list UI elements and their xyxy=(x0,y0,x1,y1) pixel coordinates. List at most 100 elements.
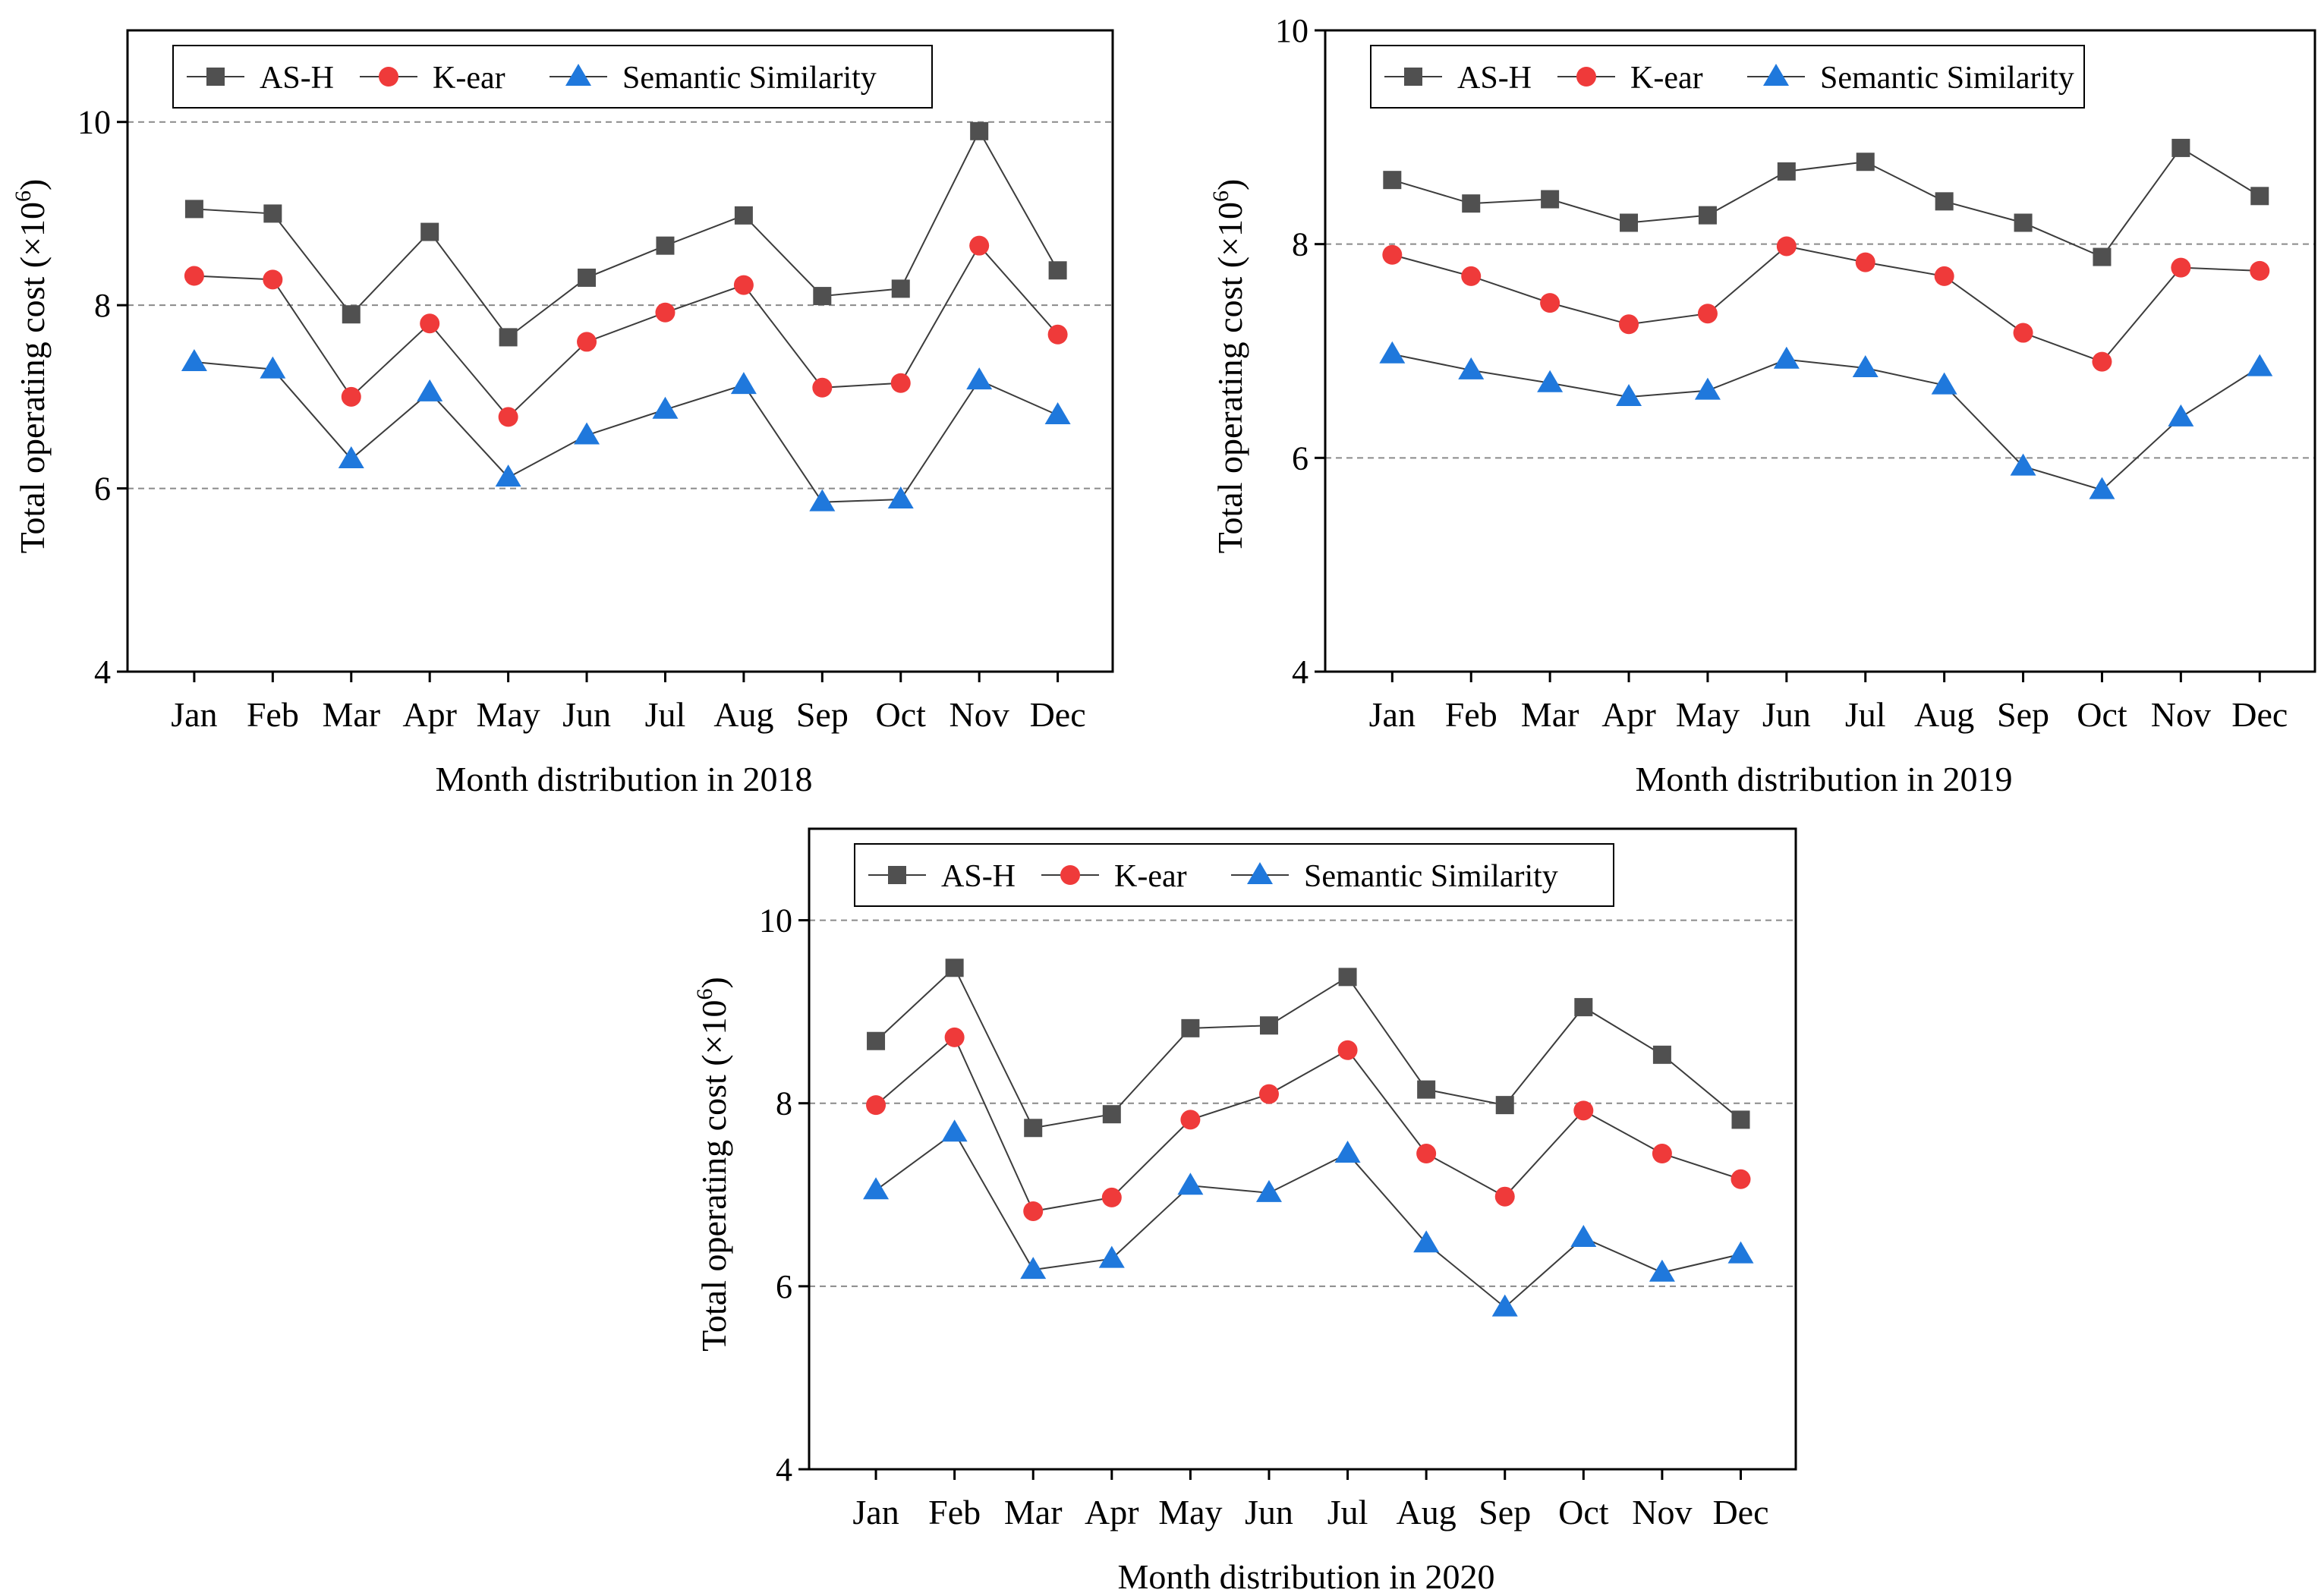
chart-panel-3: 4 6 8 10 Jan Feb Mar Apr May Jun Jul Aug Sep Oct Nov De… xyxy=(692,827,1797,1596)
data-point-semantic-similarity xyxy=(1020,1257,1047,1280)
legend-marker-as-h xyxy=(888,866,906,884)
y-axis-label-exponent: 6 xyxy=(692,988,717,999)
data-point-k-ear xyxy=(1934,266,1954,286)
y-tick-label: 4 xyxy=(94,653,111,691)
data-point-k-ear xyxy=(1416,1144,1437,1164)
x-tick-label: Dec xyxy=(1712,1493,1768,1531)
x-tick-label: Dec xyxy=(1030,695,1086,734)
series-line-as-h xyxy=(194,129,1059,338)
data-point-as-h xyxy=(1652,1045,1671,1064)
y-axis-label-main: Total operating cost (×10 xyxy=(13,202,52,553)
data-point-k-ear xyxy=(1180,1110,1201,1130)
data-point-semantic-similarity xyxy=(260,356,286,379)
y-tick-label: 8 xyxy=(776,1085,792,1122)
legend-label-as-h: AS-H xyxy=(260,61,334,96)
legend-label-k-ear: K-ear xyxy=(433,61,505,96)
x-axis-label: Month distribution in 2018 xyxy=(435,760,812,798)
data-point-k-ear xyxy=(263,269,283,290)
data-point-as-h xyxy=(184,200,203,219)
data-point-k-ear xyxy=(969,235,990,256)
data-point-as-h xyxy=(734,206,753,225)
data-point-as-h xyxy=(1777,162,1796,181)
x-tick-label: Feb xyxy=(1445,695,1497,734)
data-point-k-ear xyxy=(341,386,361,407)
data-point-as-h xyxy=(1417,1080,1436,1099)
legend-marker-semantic-similarity xyxy=(1247,862,1273,884)
y-tick-label: 4 xyxy=(776,1451,792,1488)
x-tick-label: Jan xyxy=(1369,695,1416,734)
data-point-k-ear xyxy=(1494,1186,1515,1207)
data-point-as-h xyxy=(945,959,964,977)
data-point-semantic-similarity xyxy=(1649,1259,1675,1282)
data-point-as-h xyxy=(1462,194,1481,213)
data-point-semantic-similarity xyxy=(1491,1294,1518,1317)
data-point-as-h xyxy=(1620,213,1639,232)
series-line-k-ear xyxy=(194,244,1059,418)
data-point-k-ear xyxy=(1337,1040,1358,1060)
y-tick-label: 6 xyxy=(776,1268,792,1305)
legend-label-semantic-similarity: Semantic Similarity xyxy=(1820,61,2074,96)
y-axis-label-main: Total operating cost (×10 xyxy=(1211,202,1249,553)
x-tick-label: Feb xyxy=(247,695,299,734)
data-point-semantic-similarity xyxy=(1616,384,1642,407)
data-point-k-ear xyxy=(1731,1169,1751,1189)
data-point-semantic-similarity xyxy=(2089,477,2115,499)
data-point-semantic-similarity xyxy=(941,1119,968,1142)
data-point-semantic-similarity xyxy=(574,422,600,445)
data-point-k-ear xyxy=(2092,351,2112,372)
legend-label-as-h: AS-H xyxy=(1457,61,1532,96)
data-point-as-h xyxy=(499,328,518,347)
data-point-semantic-similarity xyxy=(1098,1245,1125,1268)
data-point-k-ear xyxy=(1619,314,1639,335)
data-point-as-h xyxy=(1935,192,1954,211)
y-tick-label: 8 xyxy=(94,287,111,324)
x-tick-label: Sep xyxy=(1479,1493,1531,1531)
legend-marker-as-h xyxy=(206,68,225,86)
data-point-semantic-similarity xyxy=(966,367,993,390)
data-point-semantic-similarity xyxy=(1727,1241,1754,1264)
x-tick-label: Sep xyxy=(796,695,849,734)
data-point-k-ear xyxy=(812,377,833,398)
data-point-as-h xyxy=(1259,1016,1278,1035)
data-point-k-ear xyxy=(655,302,676,323)
y-tick-label: 6 xyxy=(94,471,111,508)
x-tick-label: Oct xyxy=(2077,695,2127,734)
data-point-semantic-similarity xyxy=(1255,1179,1282,1202)
data-point-k-ear xyxy=(890,373,911,393)
data-point-semantic-similarity xyxy=(1773,346,1800,369)
x-tick-label: Jun xyxy=(1245,1493,1293,1531)
y-tick-label: 8 xyxy=(1292,226,1309,263)
data-point-k-ear xyxy=(1652,1144,1672,1164)
data-point-as-h xyxy=(1338,968,1357,987)
data-point-k-ear xyxy=(1023,1201,1044,1221)
legend-marker-k-ear xyxy=(1060,865,1080,885)
x-tick-label: Nov xyxy=(2151,695,2211,734)
data-point-k-ear xyxy=(2013,323,2033,343)
data-point-as-h xyxy=(1574,998,1593,1017)
x-tick-label: Mar xyxy=(322,695,380,734)
data-point-k-ear xyxy=(2171,257,2191,278)
data-point-k-ear xyxy=(184,266,204,286)
y-tick-label: 6 xyxy=(1292,439,1309,477)
legend-marker-as-h xyxy=(1404,68,1422,86)
data-point-semantic-similarity xyxy=(1379,341,1406,364)
y-axis-label-exponent: 6 xyxy=(1208,190,1233,202)
data-point-semantic-similarity xyxy=(181,348,207,371)
legend-marker-semantic-similarity xyxy=(1763,64,1789,86)
plot-frame xyxy=(126,29,1114,673)
data-point-semantic-similarity xyxy=(1852,355,1879,378)
data-point-as-h xyxy=(342,305,361,324)
legend-label-semantic-similarity: Semantic Similarity xyxy=(1304,859,1558,894)
data-point-semantic-similarity xyxy=(495,464,521,487)
series-line-k-ear xyxy=(1392,245,2260,363)
x-tick-label: Nov xyxy=(950,695,1009,734)
x-tick-label: Aug xyxy=(713,695,773,734)
y-axis-label: Total operating cost (×106) xyxy=(692,977,733,1352)
y-tick-label: 10 xyxy=(77,104,111,141)
series-line-k-ear xyxy=(875,1036,1741,1213)
data-point-as-h xyxy=(813,287,832,306)
data-point-as-h xyxy=(263,204,282,223)
data-point-semantic-similarity xyxy=(1931,372,1957,395)
y-axis-label: Total operating cost (×106) xyxy=(11,179,52,554)
